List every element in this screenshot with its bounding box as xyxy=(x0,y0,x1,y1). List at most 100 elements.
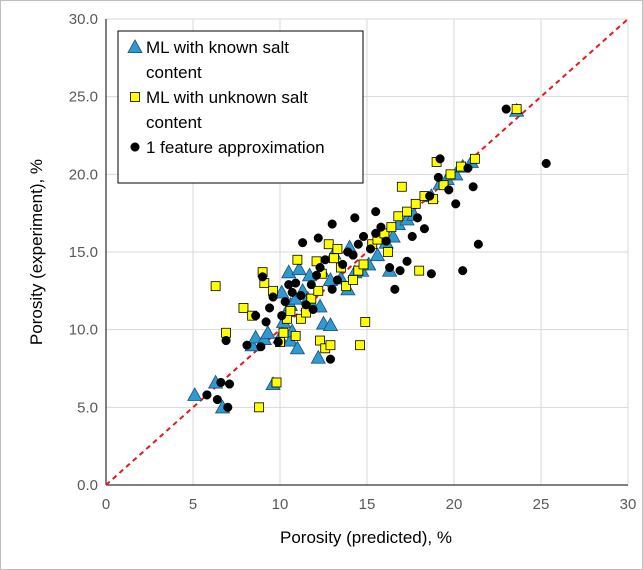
circle-point xyxy=(327,219,337,229)
circle-point xyxy=(306,280,316,290)
circle-point xyxy=(473,239,483,249)
square-point xyxy=(292,254,303,265)
triangle-point xyxy=(310,349,326,364)
circle-point xyxy=(390,284,400,294)
square-point xyxy=(315,335,325,346)
circle-point xyxy=(242,340,252,350)
circle-point xyxy=(277,311,287,321)
triangle-point xyxy=(369,247,386,262)
square-point xyxy=(511,104,522,114)
circle-point xyxy=(313,233,323,243)
circle-point xyxy=(468,182,478,192)
square-point xyxy=(238,303,249,313)
triangle-point xyxy=(289,340,306,355)
circle-point xyxy=(376,222,386,232)
circle-point xyxy=(419,224,429,234)
legend-entry-label: ML with known salt xyxy=(146,38,289,57)
triangle-point xyxy=(260,324,276,339)
square-point xyxy=(210,281,221,292)
legend-entry-label: ML with unknown salt xyxy=(146,88,308,107)
legend-entry-label: content xyxy=(146,63,202,82)
circle-point xyxy=(451,199,461,209)
triangle-point xyxy=(187,387,203,401)
x-tick-label: 25 xyxy=(533,496,550,513)
square-point xyxy=(469,153,480,164)
circle-point xyxy=(435,154,445,164)
y-tick-label: 20.0 xyxy=(69,166,98,183)
y-tick-label: 10.0 xyxy=(69,322,98,339)
square-point xyxy=(410,198,421,209)
x-tick-label: 20 xyxy=(446,496,463,513)
square-point xyxy=(295,313,306,324)
circle-point xyxy=(216,377,226,388)
y-tick-label: 30.0 xyxy=(69,11,98,28)
circle-point xyxy=(251,311,261,321)
circle-point xyxy=(311,270,322,280)
x-tick-label: 0 xyxy=(102,496,110,513)
circle-point xyxy=(258,272,268,282)
circle-point xyxy=(348,250,358,260)
x-tick-label: 30 xyxy=(620,496,637,513)
square-point xyxy=(445,169,456,180)
circle-point xyxy=(365,244,376,254)
circle-point xyxy=(320,255,330,265)
legend-triangle-icon xyxy=(127,39,143,53)
circle-point xyxy=(371,228,381,238)
square-point xyxy=(358,259,369,270)
circle-point xyxy=(280,297,290,307)
circle-point xyxy=(358,231,369,242)
circle-point xyxy=(426,269,436,279)
square-point xyxy=(353,265,364,276)
square-point xyxy=(386,222,397,233)
square-point xyxy=(402,206,412,217)
data-points xyxy=(187,102,551,414)
legend-entry-label: 1 feature approximation xyxy=(146,138,325,157)
legend: ML with known salt content ML with unknown… xyxy=(117,30,364,184)
triangle-point xyxy=(247,329,264,344)
square-point xyxy=(290,330,301,341)
y-tick-label: 15.0 xyxy=(69,244,98,261)
circle-point xyxy=(256,342,266,352)
circle-point xyxy=(287,287,297,297)
circle-point xyxy=(371,207,381,217)
square-point xyxy=(438,180,449,191)
x-axis-title: Porosity (predicted), % xyxy=(280,528,452,547)
square-point xyxy=(329,253,339,264)
circle-point xyxy=(265,303,275,313)
circle-point xyxy=(223,402,233,412)
circle-point xyxy=(444,185,454,195)
square-point xyxy=(323,239,334,250)
square-point xyxy=(414,265,425,276)
axes xyxy=(105,19,628,486)
square-point xyxy=(325,340,336,351)
square-point xyxy=(221,327,231,338)
circle-point xyxy=(407,231,417,242)
triangle-point xyxy=(291,261,307,276)
legend-circle-icon xyxy=(130,142,140,152)
triangle-point xyxy=(274,284,290,299)
square-point xyxy=(306,293,317,304)
square-point xyxy=(278,327,289,338)
square-point xyxy=(341,281,352,292)
legend-entry-label: content xyxy=(146,113,202,132)
square-point xyxy=(285,306,296,316)
circle-point xyxy=(412,213,423,223)
circle-point xyxy=(296,290,306,301)
circle-point xyxy=(315,262,325,273)
x-tick-label: 5 xyxy=(189,496,197,513)
y-tick-label: 5.0 xyxy=(77,399,98,416)
y-tick-label: 25.0 xyxy=(69,89,98,106)
circle-point xyxy=(463,163,473,173)
square-point xyxy=(348,275,358,285)
circle-point xyxy=(268,292,278,302)
circle-point xyxy=(381,236,391,246)
circle-point xyxy=(284,280,294,290)
circle-point xyxy=(224,379,235,389)
circle-point xyxy=(385,262,395,273)
circle-point xyxy=(458,266,468,276)
y-tick-label: 0.0 xyxy=(77,477,98,494)
circle-point xyxy=(338,259,348,269)
circle-point xyxy=(433,172,443,182)
circle-point xyxy=(327,284,337,294)
